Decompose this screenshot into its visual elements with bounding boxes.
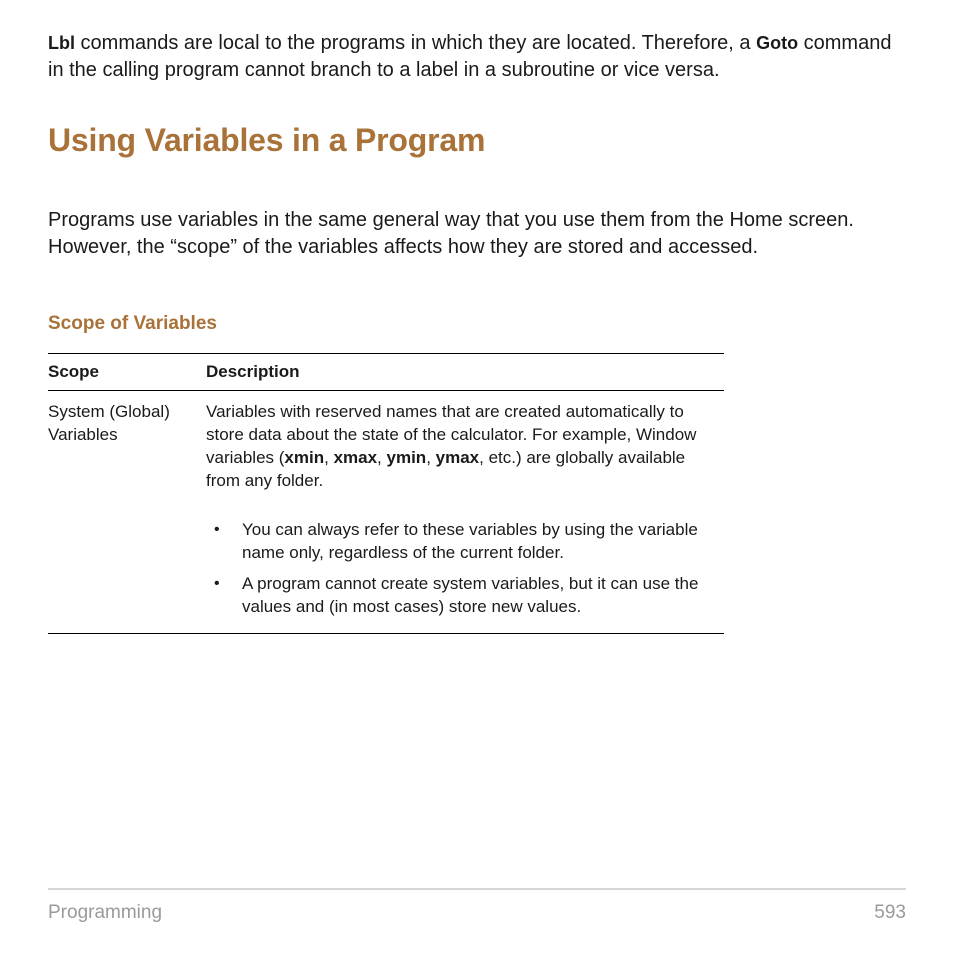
ymin: ymin (387, 448, 427, 467)
sep: , (377, 448, 386, 467)
xmax: xmax (334, 448, 377, 467)
sep: , (324, 448, 333, 467)
sep: , (426, 448, 435, 467)
ymax: ymax (436, 448, 479, 467)
lead-paragraph: Programs use variables in the same gener… (48, 207, 906, 261)
cell-scope: System (Global) Variables (48, 391, 206, 501)
footer-page-number: 593 (874, 902, 906, 924)
list-item: You can always refer to these variables … (206, 519, 720, 565)
column-header-scope: Scope (48, 354, 206, 391)
cell-description: Variables with reserved names that are c… (206, 391, 724, 501)
table-row: System (Global) Variables Variables with… (48, 391, 724, 501)
table-row: You can always refer to these variables … (48, 501, 724, 633)
bullet-list: You can always refer to these variables … (206, 519, 720, 619)
goto-command: Goto (756, 33, 798, 53)
cell-bullets: You can always refer to these variables … (206, 501, 724, 633)
page-title: Using Variables in a Program (48, 122, 906, 159)
column-header-description: Description (206, 354, 724, 391)
section-subheading: Scope of Variables (48, 313, 906, 335)
list-item: A program cannot create system variables… (206, 573, 720, 619)
footer-rule (48, 888, 906, 890)
scope-table: Scope Description System (Global) Variab… (48, 353, 724, 634)
footer-section: Programming (48, 902, 162, 924)
intro-paragraph: Lbl commands are local to the programs i… (48, 30, 906, 84)
lbl-command: Lbl (48, 33, 75, 53)
xmin: xmin (284, 448, 324, 467)
page-footer: Programming 593 (48, 888, 906, 924)
intro-text-1: commands are local to the programs in wh… (75, 32, 756, 54)
